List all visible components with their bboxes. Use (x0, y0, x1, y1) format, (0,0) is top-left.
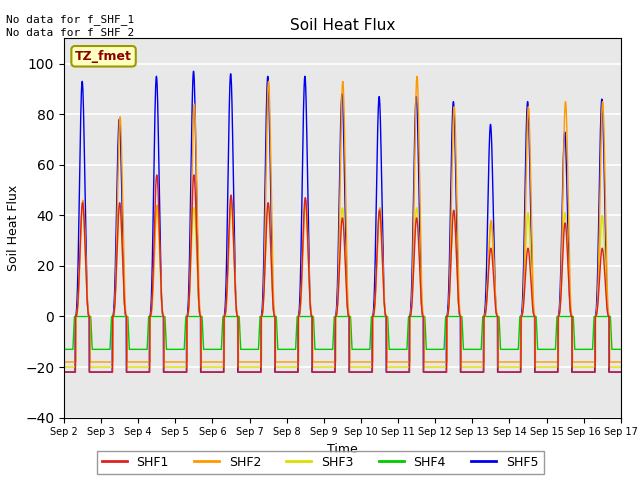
SHF3 (227, 203, 235, 208)
SHF2 (413, 73, 421, 79)
SHF3 (499, 364, 507, 370)
SHF3 (436, 364, 444, 370)
Line: SHF5: SHF5 (64, 71, 621, 372)
SHF5 (189, 68, 197, 74)
SHF5 (60, 369, 68, 375)
Text: TZ_fmet: TZ_fmet (75, 50, 132, 63)
SHF4 (322, 347, 330, 352)
SHF1 (153, 172, 161, 178)
SHF2 (160, 313, 168, 319)
SHF3 (617, 364, 625, 370)
SHF1 (322, 369, 330, 375)
Legend: SHF1, SHF2, SHF3, SHF4, SHF5: SHF1, SHF2, SHF3, SHF4, SHF5 (97, 451, 543, 474)
Line: SHF3: SHF3 (64, 205, 621, 367)
SHF5 (617, 369, 625, 375)
SHF5 (616, 369, 624, 375)
SHF2 (617, 359, 625, 365)
SHF2 (616, 359, 624, 365)
SHF4 (499, 347, 507, 352)
SHF4 (160, 313, 168, 319)
SHF4 (436, 347, 444, 352)
SHF4 (617, 347, 625, 352)
SHF2 (467, 359, 475, 365)
SHF5 (322, 369, 330, 375)
SHF4 (60, 347, 68, 352)
SHF5 (467, 369, 475, 375)
SHF2 (499, 359, 507, 365)
SHF2 (322, 359, 330, 365)
Line: SHF1: SHF1 (64, 175, 621, 372)
SHF4 (70, 313, 78, 319)
SHF1 (436, 369, 444, 375)
Line: SHF4: SHF4 (64, 316, 621, 349)
SHF1 (60, 369, 68, 375)
SHF3 (60, 364, 68, 370)
Line: SHF2: SHF2 (64, 76, 621, 362)
SHF3 (616, 364, 624, 370)
SHF1 (616, 369, 624, 375)
SHF3 (322, 364, 330, 370)
SHF4 (616, 347, 624, 352)
SHF1 (467, 369, 475, 375)
SHF5 (160, 369, 168, 375)
SHF4 (467, 347, 475, 352)
Text: No data for f_SHF_1
No data for f_SHF_2: No data for f_SHF_1 No data for f_SHF_2 (6, 14, 134, 38)
SHF3 (160, 364, 168, 370)
SHF2 (60, 359, 68, 365)
Title: Soil Heat Flux: Soil Heat Flux (290, 18, 395, 33)
SHF5 (436, 369, 444, 375)
SHF1 (617, 369, 625, 375)
X-axis label: Time: Time (327, 443, 358, 456)
SHF1 (499, 369, 507, 375)
SHF2 (436, 359, 444, 365)
SHF3 (467, 364, 475, 370)
SHF1 (160, 369, 168, 375)
SHF5 (499, 369, 507, 375)
Y-axis label: Soil Heat Flux: Soil Heat Flux (6, 185, 20, 271)
